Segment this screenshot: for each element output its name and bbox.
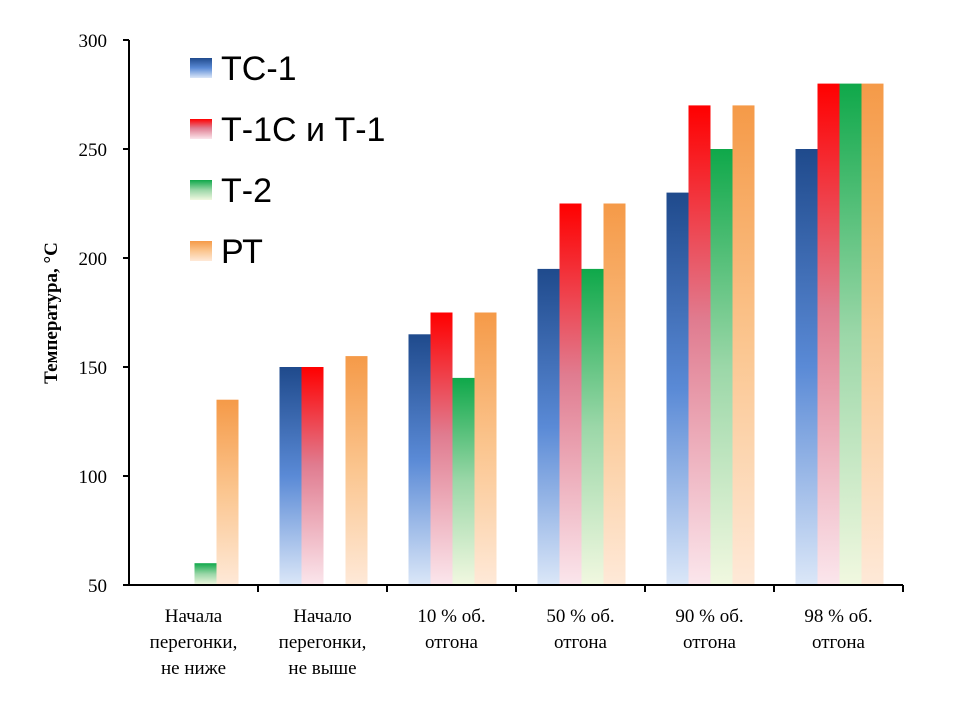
y-tick-label: 50	[88, 576, 107, 597]
bar-t1-cat-4	[559, 203, 582, 585]
legend-label-t2: Т-2	[221, 172, 272, 210]
bar-ts1-cat-6	[795, 149, 818, 585]
bar-t2-cat-5	[710, 149, 733, 585]
bar-t1-cat-2	[301, 367, 324, 585]
bar-t2-cat-4	[581, 268, 604, 585]
bar-ts1-cat-2	[279, 367, 302, 585]
y-tick-label: 150	[79, 358, 108, 379]
category-label: 10 % об. отгона	[417, 606, 485, 653]
bar-t1-cat-5	[688, 105, 711, 586]
bar-ts1-cat-5	[666, 192, 689, 585]
legend-swatch-t1	[190, 119, 212, 139]
legend: ТС-1 Т-1С и Т-1 Т-2 РТ	[190, 50, 385, 271]
y-ticks-group: 50 100 150 200 250 300	[79, 31, 129, 597]
legend-label-ts1: ТС-1	[221, 50, 297, 88]
bar-ts1-cat-4	[537, 268, 560, 585]
legend-swatch-t2	[190, 180, 212, 200]
category-label: Начала перегонки, не ниже	[150, 606, 238, 679]
bar-rt-cat-5	[732, 105, 755, 586]
y-tick-label: 250	[79, 140, 108, 161]
x-ticks-group	[257, 585, 904, 592]
category-labels-group: Начала перегонки, не ниже Начало перегонки, н…	[150, 606, 873, 679]
category-label: 98 % об. отгона	[804, 606, 872, 653]
bar-ts1-cat-3	[408, 334, 431, 585]
bar-t2-cat-1	[194, 563, 217, 585]
bar-rt-cat-1	[216, 399, 239, 585]
legend-swatch-rt	[190, 241, 212, 261]
category-label: 50 % об. отгона	[546, 606, 614, 653]
bar-rt-cat-2	[345, 356, 368, 585]
category-label: 90 % об. отгона	[675, 606, 743, 653]
bars-group	[194, 83, 884, 586]
legend-label-rt: РТ	[221, 233, 263, 271]
bar-t2-cat-3	[452, 377, 475, 585]
bar-t1-cat-3	[430, 312, 453, 585]
bar-t1-cat-6	[817, 83, 840, 585]
y-tick-label: 300	[79, 31, 108, 52]
bar-rt-cat-3	[474, 312, 497, 585]
category-label: Начало перегонки, не выше	[279, 606, 367, 679]
y-tick-label: 200	[79, 249, 108, 270]
bar-t2-cat-6	[839, 83, 862, 585]
bar-rt-cat-4	[603, 203, 626, 585]
legend-swatch-ts1	[190, 58, 212, 78]
y-tick-label: 100	[79, 467, 108, 488]
y-axis-label: Температура, °С	[41, 242, 62, 384]
bar-rt-cat-6	[861, 83, 884, 585]
legend-label-t1: Т-1С и Т-1	[221, 111, 385, 149]
